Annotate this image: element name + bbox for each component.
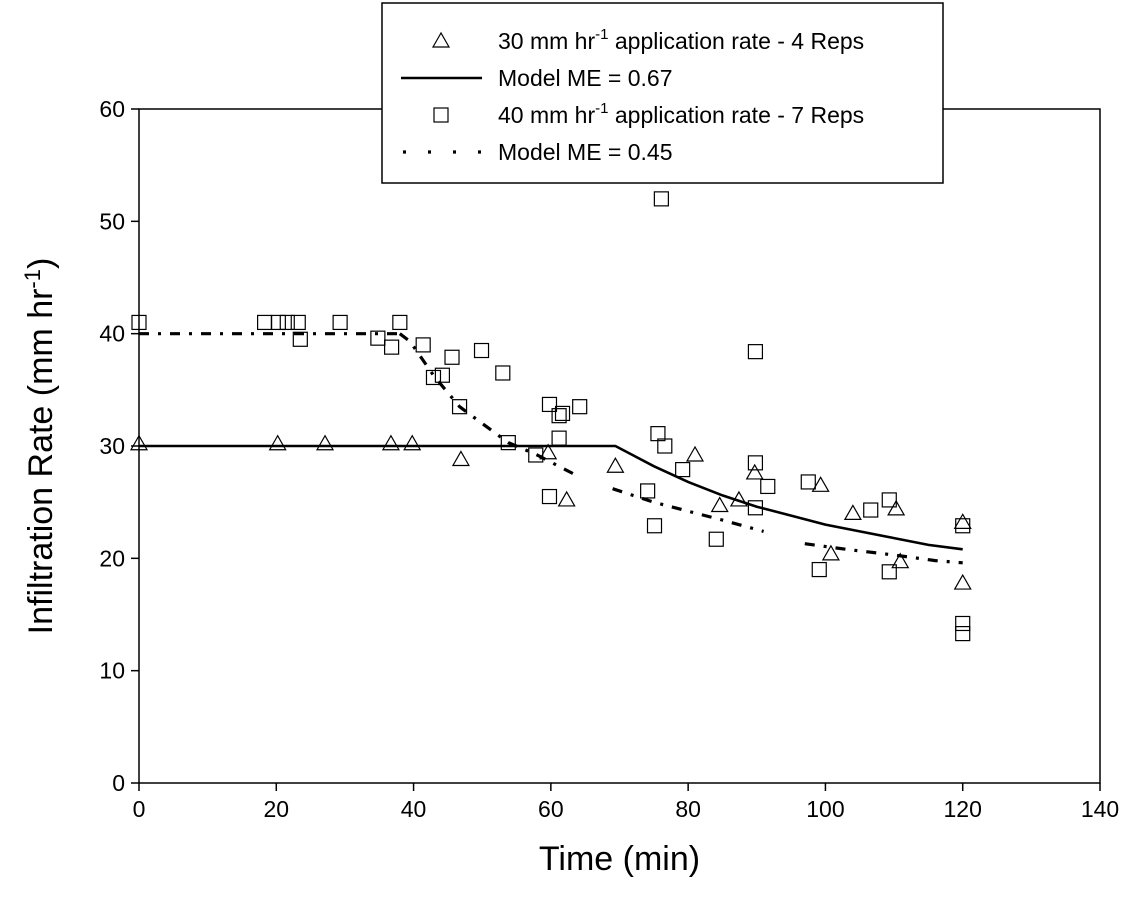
square-point [257, 314, 273, 331]
square-point [747, 500, 764, 516]
square-point [572, 399, 588, 415]
y-axis-title-end: ) [22, 258, 60, 269]
square-point [646, 518, 663, 534]
legend: 30 mm hr-1 application rate - 4 Reps Mode… [381, 2, 944, 184]
x-axis-title: Time (min) [539, 840, 700, 878]
triangle-point [729, 490, 748, 507]
square-point [270, 314, 286, 331]
triangle-point [745, 463, 764, 480]
square-point [653, 191, 669, 207]
square-point [551, 408, 567, 424]
square-point [760, 478, 776, 495]
y-tick-label: 50 [99, 208, 125, 234]
square-point [747, 455, 764, 471]
x-tick-label: 20 [263, 796, 289, 822]
triangle-point [710, 496, 729, 513]
square-point [131, 314, 147, 331]
legend-label: 30 mm hr-1 application rate - 4 Reps [498, 26, 864, 54]
legend-label: Model ME = 0.67 [498, 65, 673, 91]
square-point [434, 367, 451, 383]
square-point [500, 435, 516, 451]
y-tick-label: 60 [99, 96, 125, 122]
square-point [747, 344, 764, 360]
square-point [554, 405, 571, 422]
triangle-point [557, 490, 576, 507]
y-tick-label: 10 [99, 658, 125, 684]
triangle-point [811, 476, 830, 492]
square-point [528, 447, 544, 463]
square-point [811, 561, 827, 578]
square-point [675, 461, 691, 478]
triangle-point [685, 445, 705, 462]
axis-ticks: 0 20 40 60 80 100 120 140 0 10 20 30 40 50 60 [99, 96, 1119, 822]
square-point [495, 365, 511, 381]
x-tick-label: 60 [538, 796, 564, 822]
x-tick-label: 80 [675, 796, 701, 822]
square-point [384, 339, 400, 355]
square-point [541, 488, 558, 505]
square-point [551, 430, 567, 446]
triangle-point [953, 573, 972, 590]
triangle-point [887, 499, 906, 516]
square-point [292, 331, 308, 347]
legend-triangle-icon [431, 31, 451, 48]
square-point [444, 349, 460, 365]
triangle-point [843, 504, 862, 521]
square-point [541, 396, 558, 413]
square-point [370, 330, 386, 346]
y-tick-label: 30 [99, 433, 125, 459]
triangle-point [381, 434, 400, 451]
square-point [392, 314, 408, 331]
square-point [279, 314, 295, 331]
x-tick-label: 140 [1081, 796, 1119, 822]
square-point [290, 314, 306, 331]
model-line-solid [139, 444, 963, 551]
triangle-point [606, 457, 625, 473]
legend-square-icon [433, 107, 449, 123]
triangle-point [129, 434, 149, 451]
y-tick-label: 20 [99, 545, 125, 571]
square-point [863, 502, 879, 518]
square-point [955, 518, 971, 534]
square-point [451, 399, 468, 415]
triangle-point [891, 552, 910, 569]
y-axis-title-sup: -1 [20, 269, 45, 289]
square-point [473, 342, 490, 359]
x-tick-label: 100 [806, 796, 844, 822]
square-point [955, 625, 971, 642]
square-point [955, 615, 971, 632]
chart-marks [129, 191, 972, 642]
model-line-dotted [398, 332, 580, 478]
square-point [708, 531, 724, 547]
model-line-dotted [612, 487, 765, 533]
x-tick-label: 0 [133, 796, 146, 822]
triangle-point [953, 513, 972, 529]
square-point [881, 564, 897, 580]
square-point [332, 314, 348, 331]
y-tick-label: 0 [112, 770, 125, 796]
square-point [800, 474, 816, 490]
triangle-point [315, 434, 335, 451]
legend-box [381, 2, 944, 184]
square-point [640, 483, 656, 499]
legend-label: Model ME = 0.45 [498, 139, 673, 165]
triangle-point [821, 544, 840, 561]
square-point [425, 369, 442, 386]
square-point [657, 438, 673, 454]
x-tick-label: 120 [944, 796, 982, 822]
x-tick-label: 40 [401, 796, 427, 822]
triangle-point [268, 434, 287, 451]
triangle-point [451, 450, 470, 467]
y-axis-title: Infiltration Rate (mm hr-1) [20, 258, 60, 635]
triangle-point [539, 443, 558, 460]
triangle-point [403, 434, 422, 451]
square-point [415, 337, 431, 353]
legend-label: 40 mm hr-1 application rate - 7 Reps [498, 100, 864, 128]
square-point [881, 492, 897, 508]
y-axis-title-main: Infiltration Rate (mm hr [22, 289, 60, 635]
y-tick-label: 40 [99, 321, 125, 347]
